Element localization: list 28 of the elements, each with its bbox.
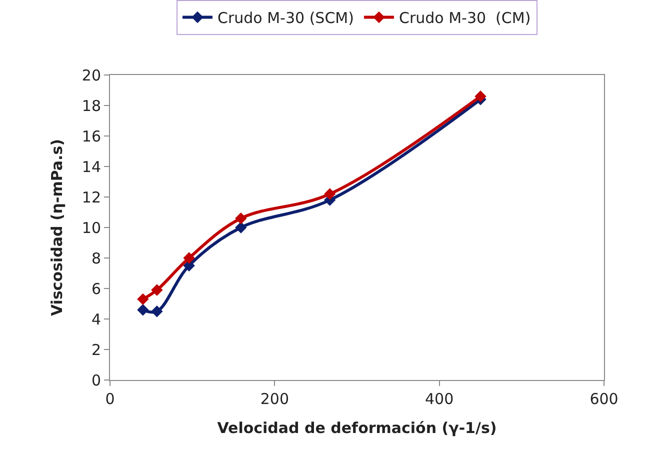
y-tick-label: 6: [91, 280, 101, 298]
point: [151, 306, 163, 318]
y-tick-label: 18: [82, 96, 101, 115]
y-tick-label: 2: [91, 340, 101, 359]
y-tick-label: 10: [82, 218, 101, 237]
point: [183, 252, 195, 264]
y-tick-label: 16: [82, 127, 101, 146]
point: [235, 222, 247, 234]
x-tick-label: 600: [590, 390, 618, 408]
point: [137, 304, 149, 316]
point: [235, 212, 247, 224]
legend-label: Crudo M-30 (SCM): [218, 9, 354, 28]
y-tick-label: 20: [82, 66, 101, 84]
x-axis-title: Velocidad de deformación (γ-1/s): [217, 419, 497, 437]
point: [474, 90, 486, 102]
y-tick-label: 0: [91, 371, 101, 390]
y-tick-label: 8: [91, 249, 101, 268]
y-tick-label: 12: [82, 188, 101, 206]
x-tick-label: 400: [425, 390, 454, 408]
y-tick-label: 14: [82, 158, 101, 176]
y-axis-title: Viscosidad (η-mPa.s): [48, 138, 66, 316]
legend-label: Crudo M-30 (CM): [398, 9, 531, 28]
x-tick-label: 0: [105, 390, 115, 408]
point: [324, 188, 336, 200]
point: [151, 284, 163, 296]
y-tick-label: 4: [91, 310, 101, 328]
point: [137, 293, 149, 306]
x-tick-label: 200: [260, 390, 289, 408]
